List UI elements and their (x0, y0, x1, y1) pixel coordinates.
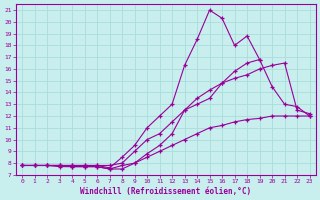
X-axis label: Windchill (Refroidissement éolien,°C): Windchill (Refroidissement éolien,°C) (80, 187, 252, 196)
